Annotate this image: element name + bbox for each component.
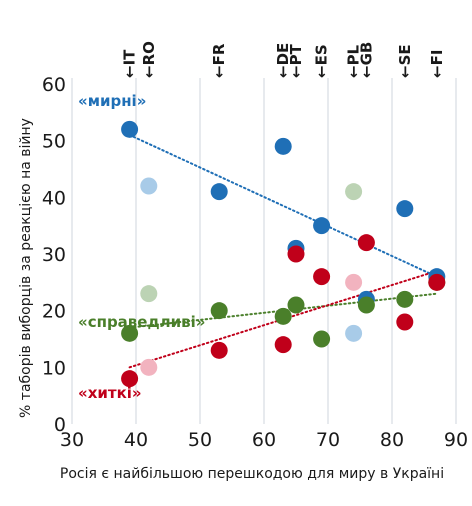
- country-label-se: ←SE: [396, 44, 414, 78]
- trend-lines: [128, 134, 438, 369]
- data-point: [287, 245, 305, 263]
- y-axis-title: % таборів виборців за реакцією на війну: [18, 118, 34, 418]
- data-point: [357, 234, 375, 252]
- y-tick-label: 60: [42, 74, 66, 96]
- trend-line: [128, 134, 438, 278]
- y-tick-label: 40: [42, 187, 66, 209]
- data-point: [313, 268, 331, 286]
- country-label-it: ←IT: [121, 49, 139, 78]
- country-label-pl: ←PL: [345, 44, 363, 78]
- data-point: [313, 217, 331, 235]
- y-tick-label: 50: [42, 131, 66, 153]
- series-label: «мирні»: [78, 92, 146, 110]
- data-point: [428, 273, 446, 291]
- data-point: [345, 273, 363, 291]
- series-label: «справедливі»: [78, 313, 205, 331]
- data-point: [140, 285, 158, 303]
- data-point: [121, 370, 139, 388]
- country-label-gb: ←GB: [357, 42, 375, 78]
- country-label-de: ←DE: [274, 43, 292, 78]
- data-point: [357, 296, 375, 314]
- country-label-fi: ←FI: [428, 50, 446, 78]
- trend-line: [128, 270, 438, 369]
- data-point: [287, 296, 305, 314]
- y-tick-label: 20: [42, 301, 66, 323]
- data-points: [121, 120, 446, 388]
- data-point: [396, 200, 414, 218]
- data-point: [210, 341, 228, 359]
- country-markers: ←IT ←RO ←FR ←DE←PT ←ES ←PL←GB ←SE ←FI: [121, 41, 446, 78]
- country-label-es: ←ES: [313, 44, 331, 78]
- data-point: [210, 183, 228, 201]
- vertical-gridlines: [71, 78, 457, 424]
- y-tick-label: 30: [42, 244, 66, 266]
- data-point: [121, 120, 139, 138]
- x-axis-ticks: 30 40 50 60 70 80 90: [60, 429, 468, 451]
- data-point: [140, 358, 158, 376]
- series-labels: «мирні» «справедливі» «хиткі»: [78, 92, 205, 402]
- y-tick-label: 0: [54, 414, 66, 436]
- data-point: [274, 307, 292, 325]
- data-point: [313, 330, 331, 348]
- data-point: [345, 324, 363, 342]
- x-tick-label: 40: [124, 429, 148, 451]
- country-label-fr: ←FR: [210, 43, 228, 78]
- country-label-ro: ←RO: [140, 41, 158, 78]
- data-point: [210, 302, 228, 320]
- data-point: [274, 336, 292, 354]
- country-label-pt: ←PT: [287, 43, 305, 78]
- x-tick-label: 80: [380, 429, 404, 451]
- data-point: [396, 313, 414, 331]
- y-axis-ticks: 0 10 20 30 40 50 60: [42, 74, 66, 436]
- x-tick-label: 30: [60, 429, 84, 451]
- x-tick-label: 50: [188, 429, 212, 451]
- x-tick-label: 60: [252, 429, 276, 451]
- series-label: «хиткі»: [78, 384, 142, 402]
- data-point: [345, 183, 363, 201]
- data-point: [396, 290, 414, 308]
- x-tick-label: 90: [444, 429, 468, 451]
- data-point: [121, 324, 139, 342]
- data-point: [274, 137, 292, 155]
- y-tick-label: 10: [42, 357, 66, 379]
- data-point: [140, 177, 158, 195]
- x-axis-title: Росія є найбільшою перешкодою для миру в…: [60, 466, 444, 482]
- x-tick-label: 70: [316, 429, 340, 451]
